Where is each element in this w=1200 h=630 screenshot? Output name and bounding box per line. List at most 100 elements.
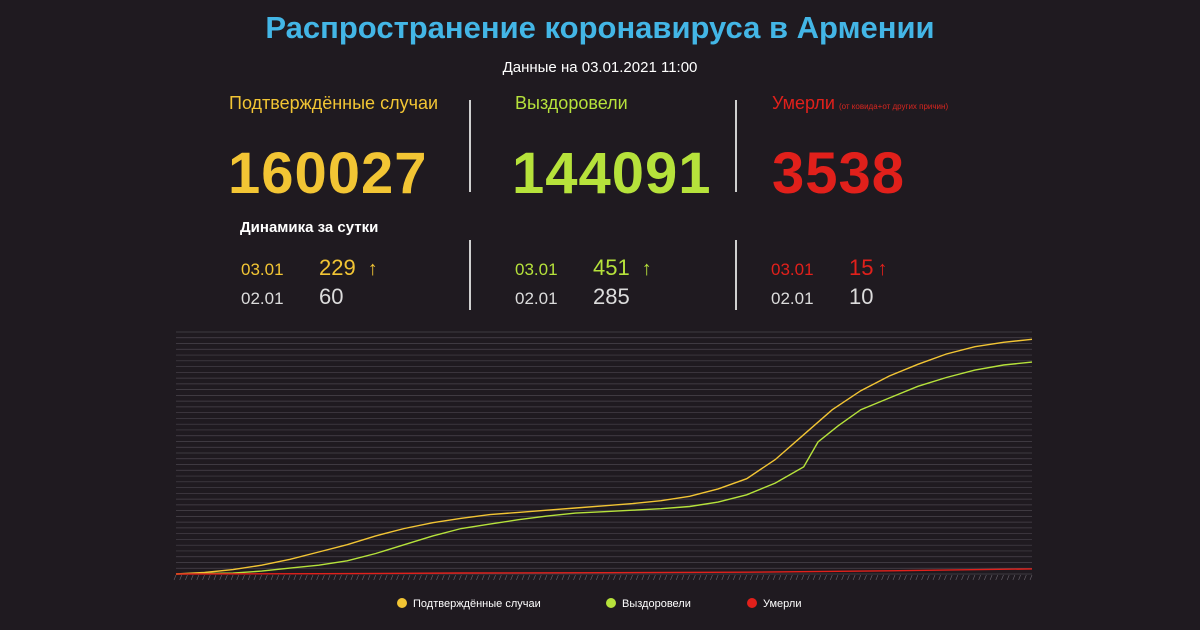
x-tick: [447, 574, 451, 581]
deaths-yesterday-row: 02.01 10: [771, 284, 873, 310]
deaths-yesterday-date: 02.01: [771, 289, 814, 308]
x-tick: [544, 574, 548, 581]
x-tick: [356, 574, 359, 581]
deaths-today-value: 15: [849, 255, 874, 280]
x-tick: [476, 574, 479, 581]
x-tick: [801, 574, 805, 581]
recovered-yesterday-value: 285: [593, 284, 630, 309]
divider: [469, 240, 471, 310]
x-tick: [755, 574, 759, 581]
x-tick: [961, 574, 964, 581]
x-tick: [527, 574, 531, 581]
x-tick: [282, 574, 285, 581]
x-tick: [316, 574, 319, 581]
divider: [469, 100, 471, 192]
x-tick: [1001, 574, 1004, 581]
confirmed-yesterday-row: 02.01 60: [241, 284, 343, 310]
x-tick: [664, 574, 668, 581]
x-tick: [784, 574, 787, 581]
x-tick: [727, 574, 730, 581]
x-tick: [972, 574, 976, 581]
deaths-today-date: 03.01: [771, 260, 814, 279]
x-tick: [949, 574, 953, 581]
x-tick: [807, 574, 810, 581]
x-tick: [710, 574, 713, 581]
x-tick: [401, 574, 405, 581]
x-tick: [904, 574, 907, 581]
confirmed-label: Подтверждённые случаи: [229, 93, 439, 113]
x-tick: [310, 574, 314, 581]
x-tick: [493, 574, 496, 581]
x-tick: [367, 574, 371, 581]
x-tick: [373, 574, 377, 581]
x-tick: [670, 574, 673, 581]
deaths-label-text: Умерли: [772, 93, 835, 113]
x-tick: [858, 574, 862, 581]
x-tick: [499, 574, 502, 581]
x-tick: [795, 574, 799, 581]
x-tick: [379, 574, 382, 581]
x-tick: [424, 574, 428, 581]
recovered-today-value: 451: [593, 255, 630, 280]
arrow-up-icon: ↑: [877, 258, 888, 280]
x-tick: [207, 574, 211, 581]
x-tick: [362, 574, 365, 581]
x-tick: [818, 574, 822, 581]
x-tick: [179, 574, 182, 581]
x-tick: [892, 574, 896, 581]
x-tick: [829, 574, 833, 581]
x-tick: [772, 574, 776, 581]
x-tick: [242, 574, 245, 581]
x-tick: [596, 574, 599, 581]
x-tick: [607, 574, 610, 581]
x-tick: [1012, 574, 1016, 581]
x-tick: [287, 574, 291, 581]
chart-lines: [175, 338, 1033, 575]
x-tick: [744, 574, 747, 581]
recovered-today-date: 03.01: [515, 260, 558, 279]
confirmed-value: 160027: [228, 141, 428, 206]
x-tick: [812, 574, 816, 581]
x-tick: [407, 574, 411, 581]
confirmed-yesterday-date: 02.01: [241, 289, 284, 308]
x-tick: [350, 574, 354, 581]
x-tick: [265, 574, 268, 581]
x-tick: [219, 574, 222, 581]
x-tick: [419, 574, 422, 581]
x-tick: [601, 574, 605, 581]
x-tick: [538, 574, 542, 581]
series-line-2: [175, 568, 1033, 575]
x-tick: [413, 574, 416, 581]
legend-dot-red: [747, 598, 757, 608]
data-date: Данные на 03.01.2021 11:00: [502, 59, 698, 76]
x-tick: [681, 574, 685, 581]
x-tick: [1029, 574, 1033, 581]
x-tick: [887, 574, 890, 581]
confirmed-today-date: 03.01: [241, 260, 284, 279]
x-tick: [1018, 574, 1021, 581]
x-tick: [613, 574, 616, 581]
deaths-label: Умерли (от ковида+от других причин): [772, 93, 948, 114]
x-tick: [510, 574, 513, 581]
x-tick: [932, 574, 936, 581]
x-tick: [339, 574, 342, 581]
x-tick: [487, 574, 491, 581]
x-tick: [213, 574, 217, 581]
x-tick: [847, 574, 850, 581]
x-tick: [864, 574, 867, 581]
series-line-1: [175, 361, 1033, 575]
chart-grid: [176, 331, 1032, 575]
recovered-label: Выздоровели: [515, 93, 628, 113]
x-tick: [909, 574, 913, 581]
x-tick: [561, 574, 565, 581]
x-tick: [852, 574, 856, 581]
x-tick: [521, 574, 525, 581]
x-tick: [635, 574, 639, 581]
x-tick: [955, 574, 959, 581]
legend-label: Выздоровели: [622, 598, 691, 610]
recovered-yesterday-row: 02.01 285: [515, 284, 630, 310]
x-tick: [459, 574, 462, 581]
x-tick: [556, 574, 559, 581]
x-tick: [327, 574, 331, 581]
x-tick: [430, 574, 434, 581]
